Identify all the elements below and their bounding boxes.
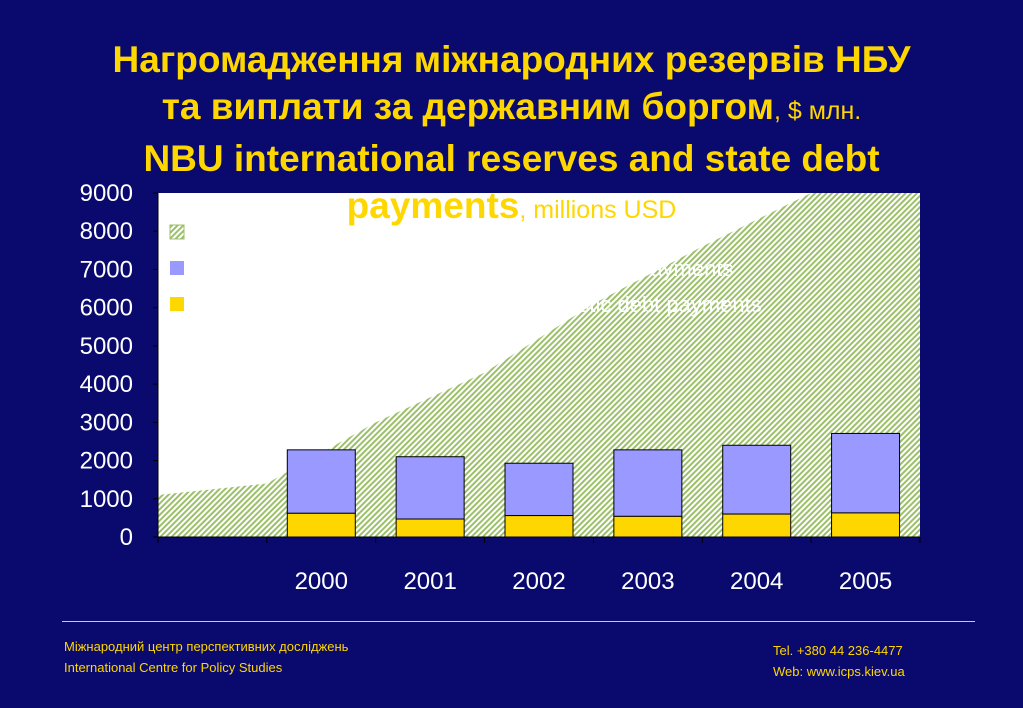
y-tick-label-8000: 8000 xyxy=(80,218,133,245)
y-tick-label-2000: 2000 xyxy=(80,448,133,475)
domestic-debt-bar-2001 xyxy=(395,518,465,538)
domestic-debt-bar-2000 xyxy=(286,512,356,538)
foreign-debt-bar-2003 xyxy=(613,449,683,517)
footer-tel: Tel. +380 44 236-4477 xyxy=(773,643,903,658)
footer-org-en: International Centre for Policy Studies xyxy=(64,660,283,675)
chart-title: Нагромадження міжнародних резервів НБУ т… xyxy=(20,36,1003,234)
domestic-debt-bar-2003 xyxy=(613,515,683,538)
foreign-debt-bar-2002 xyxy=(504,462,574,517)
x-tick-label-2002: 2002 xyxy=(512,568,565,595)
title-unit-en: , millions USD xyxy=(519,196,677,224)
legend-label-2: Виплати за внутрішнім боргом / Domestic … xyxy=(191,292,762,317)
title-line-1: Нагромадження міжнародних резервів НБУ xyxy=(112,39,911,80)
legend-label-1: Виплати за зовнішнім боргом / Foreign de… xyxy=(191,256,733,281)
x-tick-label-2005: 2005 xyxy=(839,568,892,595)
y-tick-label-9000: 9000 xyxy=(80,180,133,207)
footer-contacts: Tel. +380 44 236-4477 Web: www.icps.kiev… xyxy=(773,640,905,682)
legend-label-0: Валові резерви НБУ / NBU gross reserves xyxy=(191,220,613,245)
title-unit-uk: , $ млн. xyxy=(773,97,862,125)
footer-divider xyxy=(62,621,975,622)
legend-swatch-2 xyxy=(170,297,184,311)
domestic-debt-bar-2002 xyxy=(504,515,574,538)
x-tick-label-2000: 2000 xyxy=(295,568,348,595)
footer-organization: Міжнародний центр перспективних дослідже… xyxy=(64,636,348,678)
legend-swatch-0 xyxy=(169,224,185,240)
y-tick-label-1000: 1000 xyxy=(80,486,133,513)
foreign-debt-bar-2000 xyxy=(286,449,356,514)
y-tick-label-0: 0 xyxy=(120,524,133,551)
y-tick-label-7000: 7000 xyxy=(80,256,133,283)
y-tick-label-6000: 6000 xyxy=(80,295,133,322)
foreign-debt-bar-2001 xyxy=(395,456,465,520)
domestic-debt-bar-2005 xyxy=(831,512,901,538)
y-tick-label-5000: 5000 xyxy=(80,333,133,360)
y-tick-label-3000: 3000 xyxy=(80,409,133,436)
domestic-debt-bar-2004 xyxy=(722,513,792,538)
footer-web: Web: www.icps.kiev.ua xyxy=(773,664,905,679)
x-tick-label-2004: 2004 xyxy=(730,568,783,595)
foreign-debt-bar-2004 xyxy=(722,444,792,515)
foreign-debt-bar-2005 xyxy=(831,432,901,514)
footer-org-uk: Міжнародний центр перспективних дослідже… xyxy=(64,639,349,654)
x-tick-label-2001: 2001 xyxy=(403,568,456,595)
legend-swatch-1 xyxy=(170,261,184,275)
title-line-2: та виплати за державним боргом xyxy=(161,86,774,127)
title-line-4: payments xyxy=(346,185,520,226)
title-line-3: NBU international reserves and state deb… xyxy=(143,138,880,179)
y-tick-label-4000: 4000 xyxy=(80,371,133,398)
x-tick-label-2003: 2003 xyxy=(621,568,674,595)
